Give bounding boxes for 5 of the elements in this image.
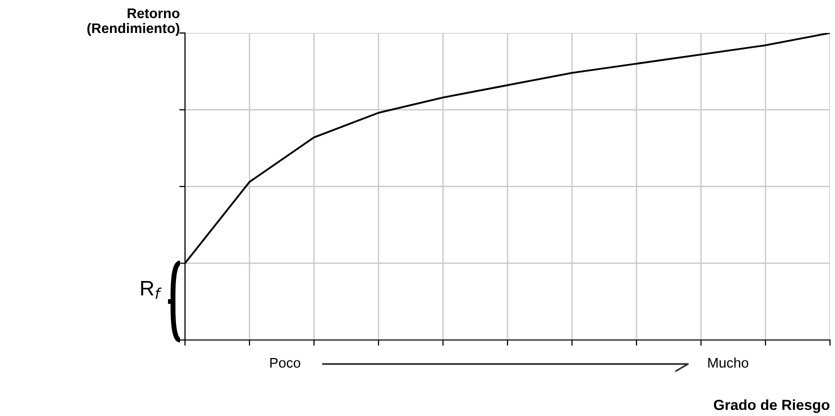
y-axis-title: Retorno (Rendimiento) <box>87 8 180 36</box>
text: R$_{f}$ <box>141 281 162 299</box>
x-axis-title: Grado de Riesgo <box>714 399 830 413</box>
text: Mucho <box>708 358 748 368</box>
text: Poco <box>270 358 300 368</box>
